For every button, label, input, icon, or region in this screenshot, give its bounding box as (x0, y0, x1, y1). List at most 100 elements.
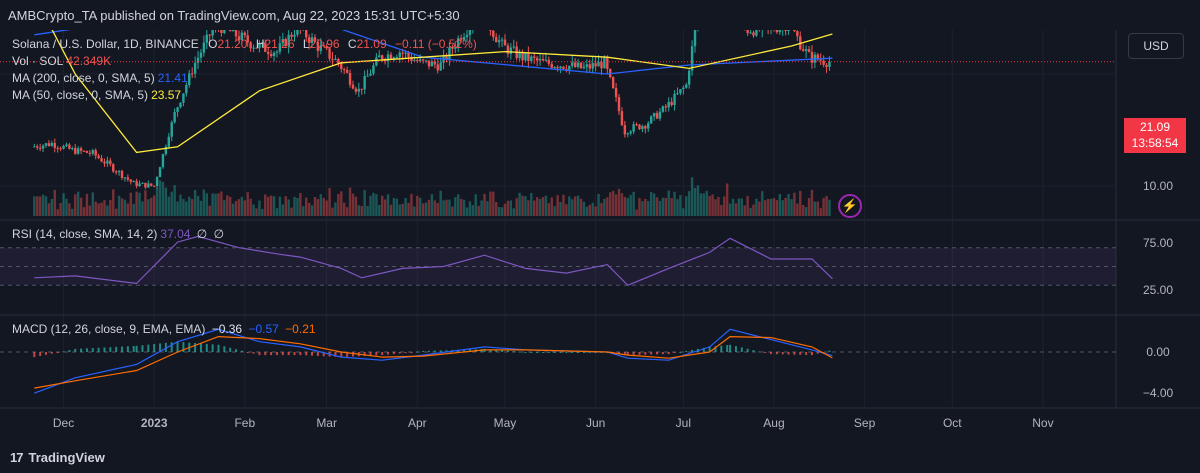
macd-histogram-bar (50, 352, 53, 354)
macd-histogram-bar (56, 352, 59, 353)
volume-bar (255, 208, 258, 216)
volume-bar (117, 195, 121, 216)
high-value: 21.26 (264, 37, 295, 51)
volume-bar (281, 204, 285, 216)
macd-line-value: −0.57 (248, 322, 279, 336)
candle-body (784, 30, 787, 32)
candle-body (427, 60, 431, 67)
candle-body (135, 181, 138, 187)
volume-bar (573, 196, 577, 216)
macd-histogram-bar (159, 343, 162, 352)
volume-bar (632, 191, 635, 216)
candle-body (611, 77, 615, 89)
candle-body (278, 43, 282, 52)
candle-body (620, 111, 624, 126)
volume-bar (752, 204, 755, 216)
macd-histogram-bar (656, 352, 659, 355)
volume-bar (594, 206, 597, 216)
rsi-legend: RSI (14, close, SMA, 14, 2) 37.04 ∅ ∅ (12, 227, 224, 241)
macd-histogram-bar (553, 352, 556, 353)
candle-body (158, 167, 162, 178)
volume-bar (731, 198, 735, 216)
ma200-value: 21.41 (157, 71, 188, 85)
macd-histogram-bar (805, 352, 808, 355)
volume-bar (74, 194, 77, 216)
volume-bar (41, 194, 45, 216)
volume-bar (284, 196, 287, 216)
volume-bar (787, 193, 790, 216)
volume-bar (299, 193, 302, 216)
tradingview-logo[interactable]: 17 TradingView (10, 450, 105, 465)
macd-histogram-bar (305, 352, 308, 356)
macd-histogram-bar (463, 349, 466, 352)
currency-button[interactable]: USD (1128, 33, 1184, 59)
volume-bar (576, 195, 580, 216)
volume-bar (518, 192, 521, 216)
volume-bar (796, 203, 799, 216)
volume-bar (103, 200, 106, 216)
lightning-icon[interactable]: ⚡ (838, 194, 862, 218)
ma200-line (34, 30, 833, 75)
candle-body (188, 73, 191, 85)
volume-bar (486, 201, 489, 216)
candle-body (360, 88, 363, 90)
macd-histogram-bar (252, 352, 255, 354)
candle-body (112, 164, 115, 172)
volume-bar (673, 191, 676, 216)
candle-body (535, 57, 539, 61)
volume-bar (421, 203, 425, 216)
candle-body (345, 69, 349, 73)
candle-body (193, 62, 197, 74)
volume-bar (211, 193, 214, 216)
macd-histogram-bar (530, 352, 533, 353)
candle-body (506, 45, 510, 54)
macd-histogram-bar (582, 352, 585, 353)
volume-bar (714, 199, 717, 216)
volume-bar (772, 198, 776, 216)
candle-body (155, 177, 159, 187)
volume-bar (383, 199, 387, 216)
macd-histogram-bar (229, 347, 232, 352)
chart-area[interactable]: Dec2023FebMarAprMayJunJulAugSepOctNov30.… (0, 30, 1200, 443)
candle-body (614, 88, 618, 98)
candle-body (304, 30, 308, 38)
volume-bar (793, 192, 796, 216)
macd-histogram-bar (577, 352, 580, 353)
volume-bar (217, 193, 220, 216)
volume-bar (258, 200, 261, 216)
macd-histogram-bar (799, 352, 802, 355)
volume-bar (436, 203, 439, 216)
candle-body (266, 51, 270, 54)
volume-bar (79, 197, 83, 216)
macd-histogram-bar (626, 352, 629, 356)
candle-body (331, 58, 334, 60)
chart-canvas[interactable]: Dec2023FebMarAprMayJunJulAugSepOctNov30.… (0, 30, 1200, 443)
macd-histogram-bar (433, 350, 436, 352)
macd-histogram-bar (600, 352, 603, 353)
volume-bar (521, 195, 524, 216)
volume-bar (743, 205, 746, 216)
volume-bar (275, 208, 279, 216)
volume-bar (226, 195, 229, 216)
macd-histogram-bar (381, 352, 384, 356)
volume-bar (439, 190, 442, 216)
macd-histogram-bar (758, 351, 761, 353)
candle-body (404, 52, 407, 54)
macd-histogram-bar (115, 346, 118, 352)
volume-bar (234, 200, 238, 216)
symbol-name: Solana / U.S. Dollar, 1D, BINANCE (12, 37, 199, 51)
candle-body (269, 53, 273, 56)
volume-bar (68, 203, 71, 216)
macd-histogram-bar (661, 352, 664, 355)
candle-body (547, 59, 551, 64)
macd-histogram-bar (559, 352, 562, 353)
x-tick-label: 2023 (141, 416, 168, 430)
candle-body (161, 154, 165, 168)
volume-bar (603, 198, 606, 216)
candle-body (363, 76, 366, 90)
candle-body (576, 62, 580, 67)
candle-body (793, 30, 796, 32)
volume-bar (816, 201, 820, 216)
volume-bar (784, 197, 787, 216)
volume-bar (462, 199, 466, 216)
